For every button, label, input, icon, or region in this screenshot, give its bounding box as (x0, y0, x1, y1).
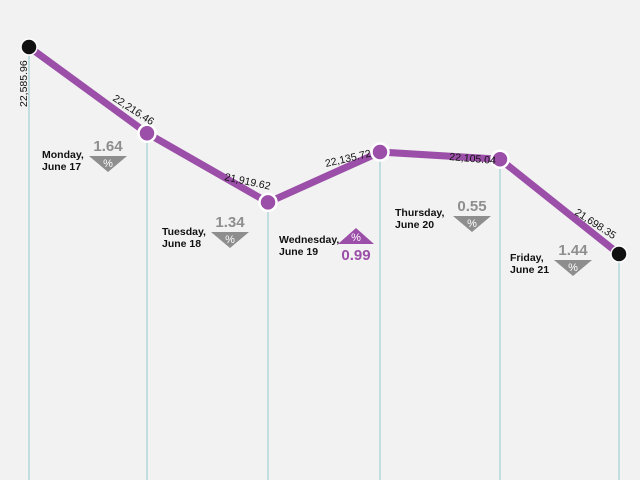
gridlines (28, 53, 620, 480)
gain-arrow-icon (338, 228, 374, 244)
percent-symbol: % (103, 158, 113, 170)
percent-symbol: % (568, 262, 578, 274)
endpoint-marker (610, 245, 628, 263)
change-value: 1.44 (558, 242, 588, 259)
decline-arrow-icon (453, 216, 491, 232)
date-label: June 19 (279, 246, 318, 258)
date-label: June 20 (395, 219, 434, 231)
data-point (137, 123, 157, 143)
decline-arrow-icon (211, 232, 249, 248)
date-label: June 21 (510, 264, 549, 276)
decline-arrow-icon (89, 156, 127, 172)
day-label: Friday, (510, 252, 544, 264)
percent-symbol: % (351, 232, 361, 244)
data-point (490, 149, 510, 169)
percent-symbol: % (467, 218, 477, 230)
change-value: 1.34 (215, 214, 245, 231)
value-label: 22,105.04 (449, 151, 497, 167)
date-label: June 17 (42, 161, 81, 173)
series-line (25, 43, 623, 258)
date-label: June 18 (162, 238, 201, 250)
data-point (370, 142, 390, 162)
percent-symbol: % (225, 234, 235, 246)
markers (20, 38, 628, 263)
value-label: 22,585.96 (18, 60, 30, 107)
change-value: 0.55 (457, 198, 486, 215)
day-label: Thursday, (395, 207, 444, 219)
day-label: Monday, (42, 149, 84, 161)
day-label: Wednesday, (279, 234, 339, 246)
data-point (258, 192, 278, 213)
change-value: 0.99 (341, 247, 370, 264)
decline-arrow-icon (554, 260, 592, 276)
endpoint-marker (20, 38, 38, 56)
change-value: 1.64 (93, 138, 123, 155)
day-label: Tuesday, (162, 226, 206, 238)
